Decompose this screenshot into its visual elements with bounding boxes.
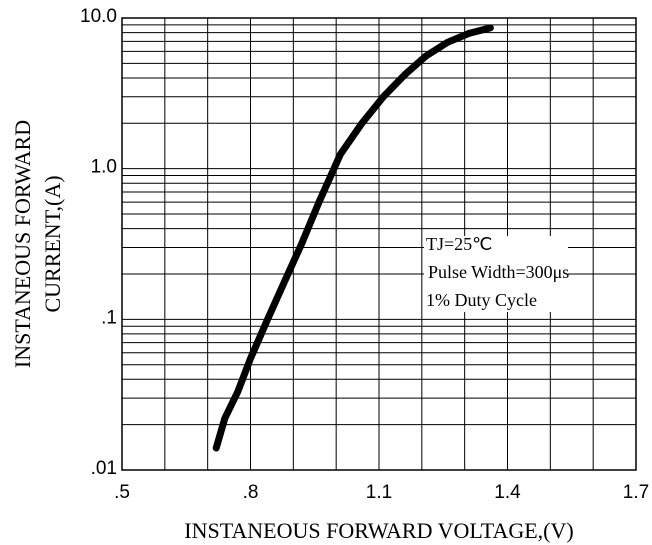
series-line [212, 24, 494, 452]
x-tick-label: .8 [243, 482, 259, 503]
grid [122, 18, 636, 470]
x-axis-title: INSTANEOUS FORWARD VOLTAGE,(V) [184, 518, 573, 543]
y-tick-label: .01 [91, 458, 117, 479]
x-tick-label: 1.7 [623, 482, 649, 503]
plot-frame [121, 17, 637, 471]
y-tick-label: 1.0 [91, 157, 117, 178]
y-tick-labels: .01 .1 1.0 10.0 [80, 6, 117, 479]
x-tick-label: .5 [114, 482, 130, 503]
y-tick-label: 10.0 [80, 6, 117, 27]
x-tick-labels: .5 .8 1.1 1.4 1.7 [114, 482, 649, 503]
annotation-temperature: TJ=25℃ [426, 234, 492, 254]
y-axis-title-line1: INSTANEOUS FORWARD [10, 120, 35, 368]
x-tick-label: 1.1 [366, 482, 392, 503]
y-axis-title-line2: CURRENT,(A) [40, 175, 65, 312]
x-tick-label: 1.4 [494, 482, 521, 503]
series-group [212, 24, 494, 452]
annotation-pulse-width: Pulse Width=300μs [428, 262, 569, 282]
annotation-duty-cycle: 1% Duty Cycle [426, 290, 537, 310]
y-tick-label: .1 [101, 307, 117, 328]
annotation-box: TJ=25℃ Pulse Width=300μs 1% Duty Cycle [424, 234, 569, 312]
